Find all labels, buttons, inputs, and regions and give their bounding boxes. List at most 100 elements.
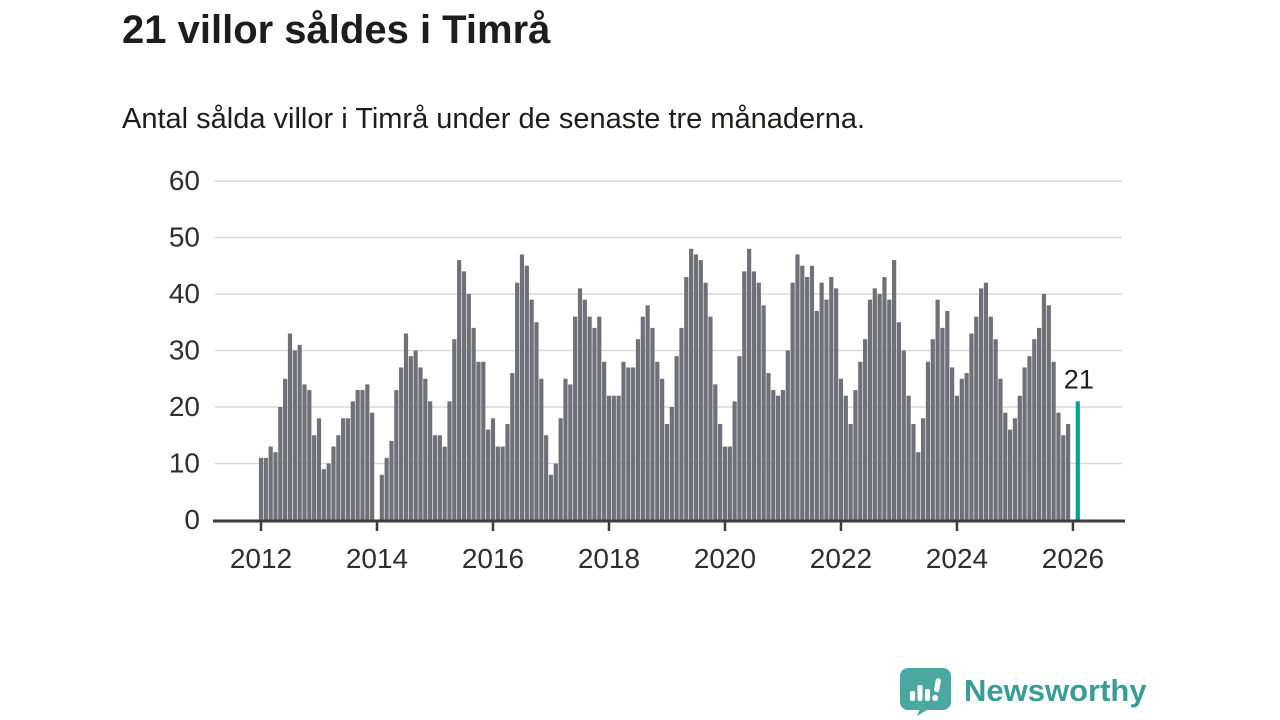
bar: [935, 299, 940, 520]
bar: [906, 395, 911, 520]
bar: [573, 316, 578, 520]
bar: [553, 463, 558, 520]
bar: [713, 384, 718, 520]
bar: [790, 282, 795, 520]
bar: [693, 254, 699, 520]
bar: [1003, 412, 1008, 520]
bar: [853, 390, 858, 520]
bar: [940, 327, 945, 520]
bar: [345, 418, 351, 520]
bar: [858, 361, 863, 520]
bar: [331, 446, 336, 520]
bar: [969, 333, 974, 520]
bar: [916, 452, 921, 520]
bar: [476, 361, 481, 520]
bar: [872, 288, 877, 520]
bar: [297, 344, 302, 520]
bar: [515, 282, 520, 520]
y-tick-label: 0: [184, 504, 200, 535]
bar: [461, 271, 467, 520]
bar: [457, 260, 462, 520]
bar: [805, 277, 810, 520]
bar: [379, 474, 384, 520]
bar: [959, 378, 964, 520]
bar: [756, 282, 761, 520]
bar: [471, 327, 476, 520]
bar: [268, 446, 273, 520]
bar: [882, 277, 887, 520]
bar: [1041, 294, 1047, 520]
bar: [428, 401, 433, 520]
bar: [635, 339, 641, 520]
bar: [761, 305, 766, 520]
bar: [819, 282, 824, 520]
bar: [703, 282, 708, 520]
bar: [258, 457, 264, 520]
bar: [287, 333, 293, 520]
bar: [689, 248, 694, 521]
x-tick-label: 2014: [346, 543, 408, 574]
y-tick-label: 20: [169, 391, 200, 422]
bar: [829, 277, 834, 520]
bar: [887, 299, 892, 520]
bar: [896, 322, 902, 520]
bar: [824, 299, 829, 520]
bar: [785, 350, 790, 520]
bar: [577, 288, 583, 520]
bar: [1056, 412, 1061, 520]
bar: [911, 423, 916, 520]
bar: [737, 356, 742, 520]
x-tick-label: 2018: [578, 543, 640, 574]
bar: [684, 277, 689, 520]
bar: [771, 390, 776, 520]
bar: [766, 373, 771, 520]
bar: [278, 407, 283, 520]
bar: [587, 316, 592, 520]
highlight-value-label: 21: [1064, 364, 1094, 394]
bar: [283, 378, 288, 520]
bar: [863, 339, 868, 520]
bar: [1066, 423, 1071, 520]
bar: [640, 316, 645, 520]
bar: [983, 282, 989, 520]
bar: [945, 310, 950, 520]
bar: [365, 384, 370, 520]
bar: [360, 390, 365, 520]
bar: [336, 435, 341, 520]
bar: [263, 457, 268, 520]
bar: [780, 390, 786, 520]
bar: [432, 435, 438, 520]
bar: [650, 327, 655, 520]
page-title: 21 villor såldes i Timrå: [122, 8, 551, 52]
bar: [727, 446, 732, 520]
bar: [563, 378, 568, 520]
bar: [399, 367, 404, 520]
bar: [486, 429, 491, 520]
bar: [930, 339, 935, 520]
bar: [631, 367, 636, 520]
bar: [892, 260, 897, 520]
bar: [674, 356, 679, 520]
bar: [993, 339, 998, 520]
x-tick-label: 2020: [694, 543, 756, 574]
bar: [964, 373, 969, 520]
bar: [326, 463, 331, 520]
bar: [795, 254, 800, 520]
bar: [350, 401, 355, 520]
bar: [558, 418, 563, 520]
bar: [568, 384, 573, 520]
y-tick-label: 30: [169, 335, 200, 366]
bar: [809, 265, 815, 520]
bar: [355, 390, 360, 520]
bar: [539, 378, 544, 520]
bar: [341, 418, 346, 520]
bar: [452, 339, 457, 520]
bar: [307, 390, 312, 520]
bar: [742, 271, 747, 520]
bar: [529, 299, 534, 520]
bar: [548, 474, 554, 520]
bar: [1008, 429, 1013, 520]
bar: [843, 395, 848, 520]
bar: [370, 412, 375, 520]
